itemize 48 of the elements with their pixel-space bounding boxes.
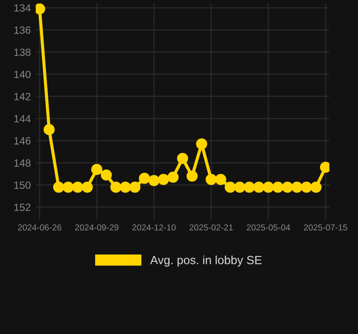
point (91, 164, 102, 176)
point (148, 174, 160, 186)
point (320, 162, 330, 173)
y-tick-label: 146 (14, 137, 30, 145)
y-tick-label: 152 (14, 204, 30, 211)
x-tick-label: 2024-09-29 (75, 224, 118, 230)
x-tick-label: 2025-02-21 (190, 224, 233, 230)
point (310, 182, 322, 193)
legend-label: Avg. pos. in lobby SE (150, 256, 262, 267)
point (36, 3, 46, 14)
point (44, 124, 55, 136)
y-tick-label: 148 (14, 159, 30, 167)
x-tick-label: 2025-07-15 (304, 224, 348, 230)
point (253, 182, 264, 193)
point (120, 182, 131, 193)
point (291, 182, 303, 193)
point (206, 174, 217, 185)
point (300, 182, 312, 193)
y-tick-label: 134 (14, 4, 31, 12)
point (53, 182, 64, 193)
point (196, 138, 208, 150)
point (100, 169, 112, 181)
y-tick-label: 140 (14, 70, 31, 78)
point (138, 172, 150, 184)
point (186, 170, 198, 182)
point (272, 182, 284, 193)
x-tick-label: 2024-06-26 (18, 224, 62, 230)
point (224, 182, 236, 193)
point (215, 174, 226, 185)
y-tick-label: 138 (14, 48, 30, 56)
y-tick-label: 150 (14, 181, 31, 189)
x-tick-label: 2025-05-04 (246, 224, 290, 230)
y-tick-label: 142 (14, 92, 30, 100)
point (82, 182, 93, 193)
point (282, 182, 293, 193)
point (129, 182, 140, 193)
point (244, 182, 255, 193)
point (62, 182, 74, 193)
point (262, 182, 274, 193)
y-tick-label: 144 (14, 115, 31, 122)
x-tick-label: 2024-12-10 (132, 224, 176, 230)
point (110, 182, 122, 193)
point (177, 152, 188, 164)
point (158, 174, 170, 185)
point (167, 172, 179, 183)
y-tick-label: 136 (14, 26, 30, 34)
point (72, 182, 84, 193)
point (234, 182, 246, 193)
